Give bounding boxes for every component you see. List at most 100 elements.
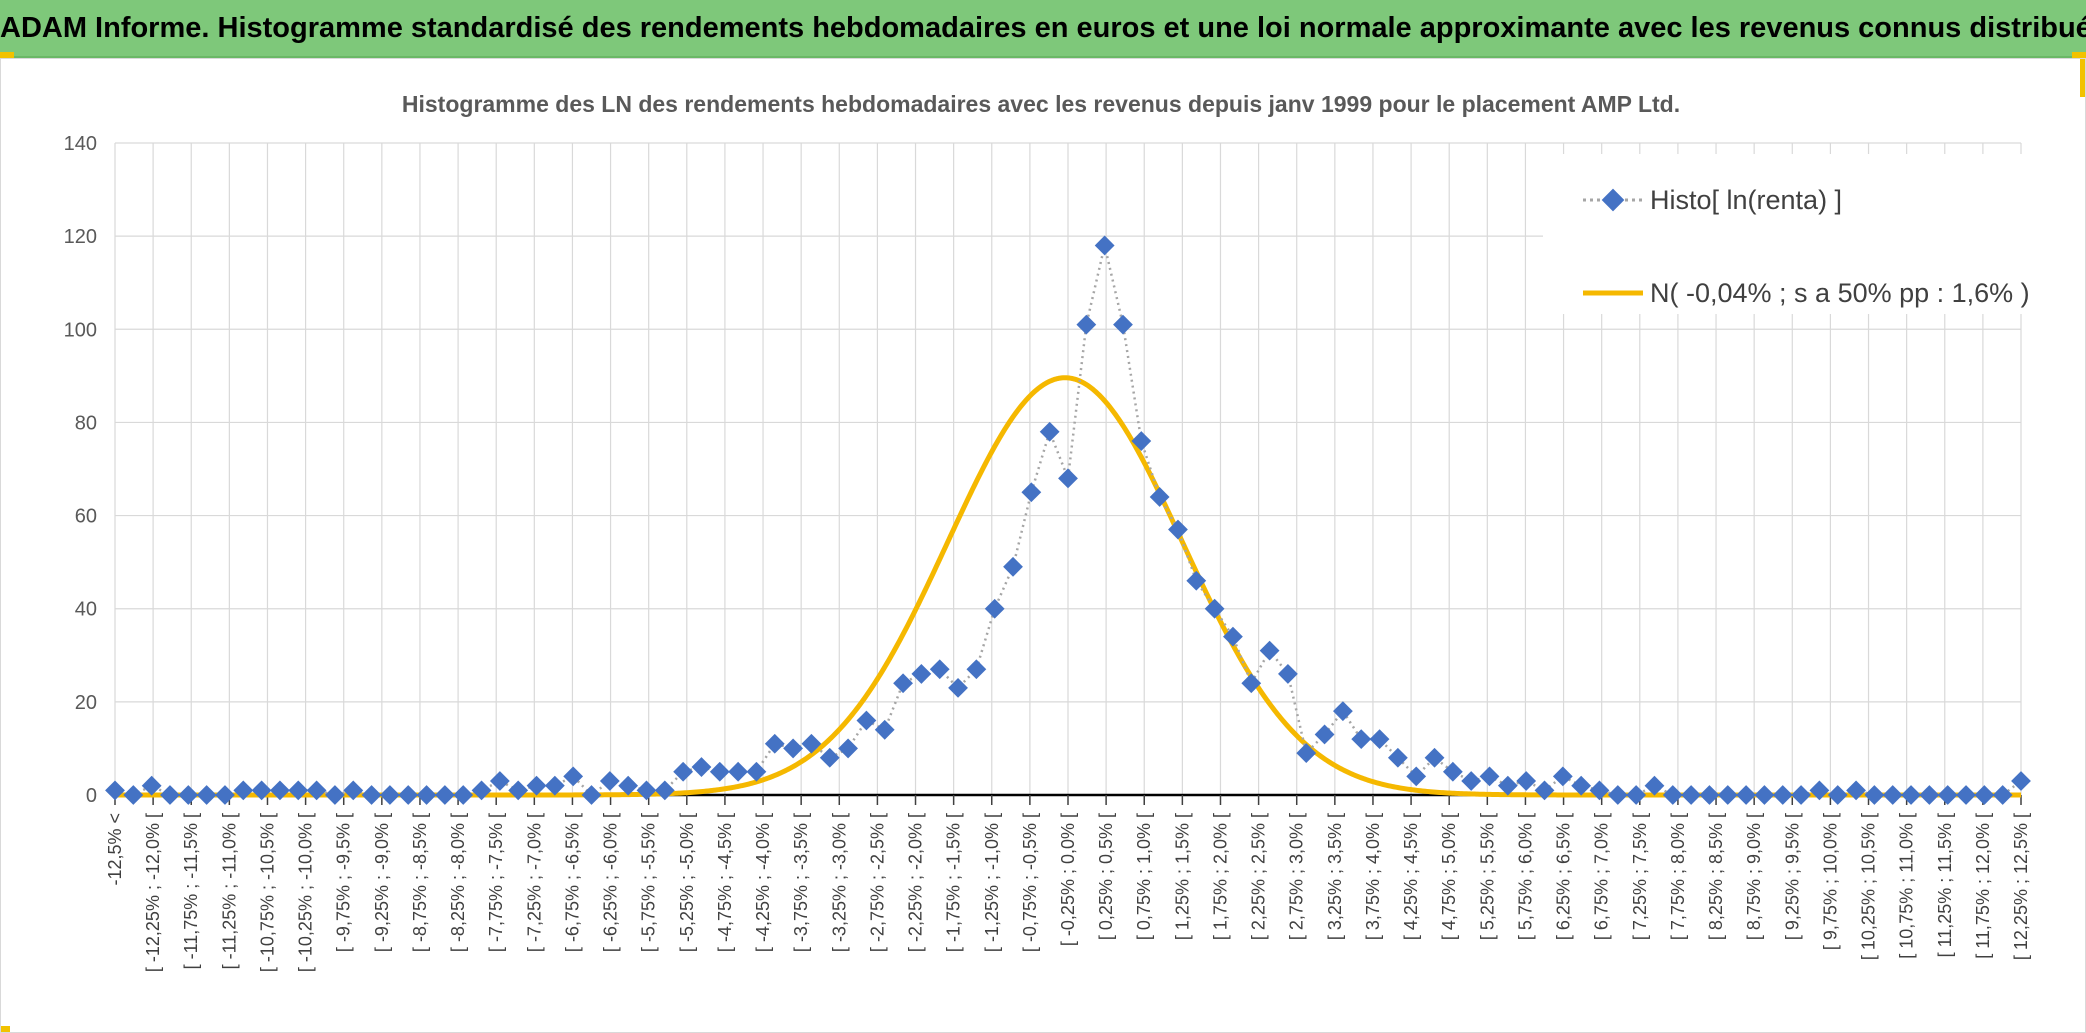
histogram-point bbox=[1864, 785, 1885, 805]
histogram-point bbox=[911, 664, 932, 684]
histogram-point bbox=[1003, 556, 1023, 577]
histogram-point bbox=[893, 673, 913, 694]
histogram-point bbox=[948, 677, 968, 698]
histogram-point bbox=[325, 785, 345, 805]
histogram-point bbox=[801, 733, 822, 754]
histogram-point bbox=[1809, 780, 1830, 801]
y-tick-label: 20 bbox=[75, 692, 97, 714]
histogram-point bbox=[1479, 766, 1500, 787]
histogram-point bbox=[1516, 771, 1537, 791]
histogram-point bbox=[709, 761, 730, 782]
y-tick-label: 40 bbox=[75, 599, 97, 621]
histogram-point bbox=[123, 785, 144, 805]
histogram-point bbox=[215, 785, 235, 805]
histogram-point bbox=[1827, 785, 1848, 805]
histogram-point bbox=[966, 659, 987, 680]
y-tick-label: 60 bbox=[75, 506, 97, 528]
histogram-point bbox=[563, 766, 584, 787]
histogram-point bbox=[361, 785, 382, 805]
x-tick-label: [ -6,25% ; -6,0% [ bbox=[601, 813, 621, 952]
x-tick-label: [ -11,25% ; -11,0% [ bbox=[219, 813, 239, 969]
histogram-point bbox=[1497, 775, 1518, 796]
histogram-point bbox=[856, 710, 877, 731]
x-tick-label: [ -2,25% ; -2,0% [ bbox=[906, 813, 926, 952]
x-tick-label: [ -3,25% ; -3,0% [ bbox=[829, 813, 849, 952]
x-tick-label: [ -1,25% ; -1,0% [ bbox=[982, 813, 1002, 952]
histogram-point bbox=[1259, 640, 1280, 661]
histogram-point bbox=[1076, 314, 1097, 335]
x-tick-label: [ -8,25% ; -8,0% [ bbox=[448, 813, 468, 952]
x-tick-label: [ 1,75% ; 2,0% [ bbox=[1210, 813, 1230, 940]
histogram-point bbox=[581, 785, 602, 805]
x-tick-label: [ -11,75% ; -11,5% [ bbox=[181, 813, 201, 969]
histogram-point bbox=[380, 785, 400, 805]
x-tick-label: [ -9,75% ; -9,5% [ bbox=[334, 813, 354, 952]
x-tick-label: [ 3,25% ; 3,5% [ bbox=[1325, 813, 1345, 940]
histogram-point bbox=[1937, 785, 1958, 805]
x-tick-label: [ -4,75% ; -4,5% [ bbox=[715, 813, 735, 952]
histogram-point bbox=[764, 733, 785, 754]
histogram-point bbox=[1241, 673, 1262, 694]
x-tick-label: [ -2,75% ; -2,5% [ bbox=[867, 813, 887, 952]
histogram-point bbox=[1333, 701, 1353, 722]
histogram-point bbox=[929, 659, 950, 680]
histogram-point bbox=[1058, 468, 1078, 489]
banner-title: ADAM Informe. Histogramme standardisé de… bbox=[0, 12, 2086, 44]
x-tick-label: [ -4,25% ; -4,0% [ bbox=[753, 813, 773, 952]
x-tick-label: [ 0,25% ; 0,5% [ bbox=[1096, 813, 1116, 940]
histogram-point bbox=[288, 780, 309, 801]
x-tick-label: [ 1,25% ; 1,5% [ bbox=[1172, 813, 1192, 940]
histogram-point bbox=[508, 780, 529, 801]
chart-title: Histogramme des LN des rendements hebdom… bbox=[402, 91, 1680, 117]
histogram-point bbox=[270, 780, 290, 801]
x-tick-label: [ 10,25% ; 10,5% [ bbox=[1859, 813, 1879, 960]
histogram-point bbox=[1992, 785, 2013, 805]
histogram-point bbox=[1461, 771, 1482, 791]
histogram-point bbox=[1021, 482, 1042, 503]
histogram-point bbox=[1644, 775, 1665, 796]
histogram-point bbox=[196, 785, 217, 805]
corner-accent-top-left bbox=[0, 52, 14, 59]
corner-accent-bottom-left bbox=[0, 1026, 10, 1033]
histogram-point bbox=[1314, 724, 1335, 745]
y-tick-label: 120 bbox=[64, 226, 97, 248]
x-tick-label: [ 11,25% ; 11,5% [ bbox=[1935, 813, 1955, 957]
histogram-point bbox=[343, 780, 364, 801]
histogram-point bbox=[1094, 235, 1115, 256]
x-tick-label: [ 9,75% ; 10,0% [ bbox=[1820, 813, 1840, 950]
y-tick-label: 140 bbox=[64, 133, 97, 155]
x-tick-label: [ -12,25% ; -12,0% [ bbox=[143, 813, 163, 972]
histogram-point bbox=[160, 785, 180, 805]
histogram-point bbox=[1534, 780, 1555, 801]
y-axis-ticks: 0 20 40 60 80 100 120 140 bbox=[64, 133, 97, 807]
histogram-point bbox=[1369, 729, 1390, 750]
histogram-point bbox=[1607, 785, 1628, 805]
histogram-point bbox=[673, 761, 694, 782]
title-banner: ADAM Informe. Histogramme standardisé de… bbox=[0, 0, 2086, 58]
histogram-point bbox=[1919, 785, 1940, 805]
x-tick-label: [ 11,75% ; 12,0% [ bbox=[1973, 813, 1993, 959]
histogram-point bbox=[874, 719, 895, 740]
y-tick-label: 80 bbox=[75, 412, 97, 434]
x-tick-label: [ -7,25% ; -7,0% [ bbox=[524, 813, 544, 952]
histogram-point bbox=[636, 780, 657, 801]
histogram-point bbox=[819, 747, 840, 768]
histogram-point bbox=[1974, 785, 1995, 805]
x-tick-label: [ -5,25% ; -5,0% [ bbox=[677, 813, 697, 952]
x-tick-label: [ -0,75% ; -0,5% [ bbox=[1020, 813, 1040, 952]
x-tick-label: [ 4,75% ; 5,0% [ bbox=[1439, 813, 1459, 940]
histogram-point bbox=[1736, 785, 1756, 805]
corner-accent-right-edge bbox=[2080, 52, 2086, 97]
histogram-point bbox=[306, 780, 327, 801]
x-tick-label: [ -10,75% ; -10,5% [ bbox=[257, 813, 277, 972]
histogram-point bbox=[2011, 771, 2031, 791]
histogram-point bbox=[1956, 785, 1976, 805]
histogram-point bbox=[1717, 785, 1738, 805]
histogram-point bbox=[1626, 785, 1647, 805]
corner-accent-top-right bbox=[2072, 52, 2086, 59]
x-tick-label: [ 10,75% ; 11,0% [ bbox=[1897, 813, 1917, 959]
x-axis-ticks: -12,5% < [ -12,25% ; -12,0% [[ -11,75% ; … bbox=[105, 795, 2031, 972]
histogram-point bbox=[178, 785, 199, 805]
histogram-point bbox=[984, 598, 1005, 619]
x-tick-label: [ -7,75% ; -7,5% [ bbox=[486, 813, 506, 952]
